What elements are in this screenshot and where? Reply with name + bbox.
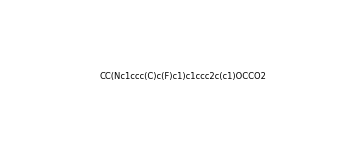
Text: CC(Nc1ccc(C)c(F)c1)c1ccc2c(c1)OCCO2: CC(Nc1ccc(C)c(F)c1)c1ccc2c(c1)OCCO2: [100, 72, 266, 81]
